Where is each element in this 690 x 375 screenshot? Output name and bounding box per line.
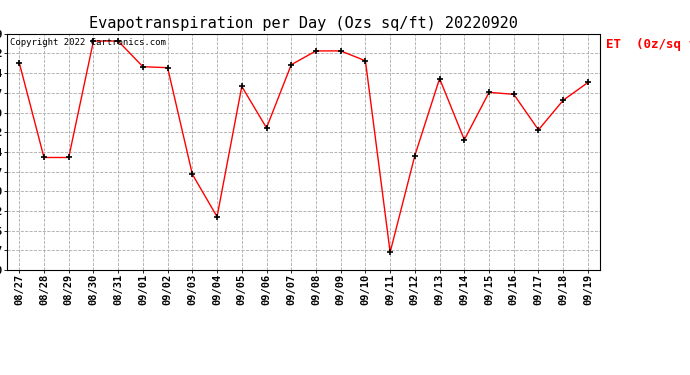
Title: Evapotranspiration per Day (Ozs sq/ft) 20220920: Evapotranspiration per Day (Ozs sq/ft) 2… <box>89 16 518 31</box>
Text: Copyright 2022 Cartronics.com: Copyright 2022 Cartronics.com <box>10 39 166 48</box>
Text: ET  (0z/sq ft): ET (0z/sq ft) <box>607 39 690 51</box>
